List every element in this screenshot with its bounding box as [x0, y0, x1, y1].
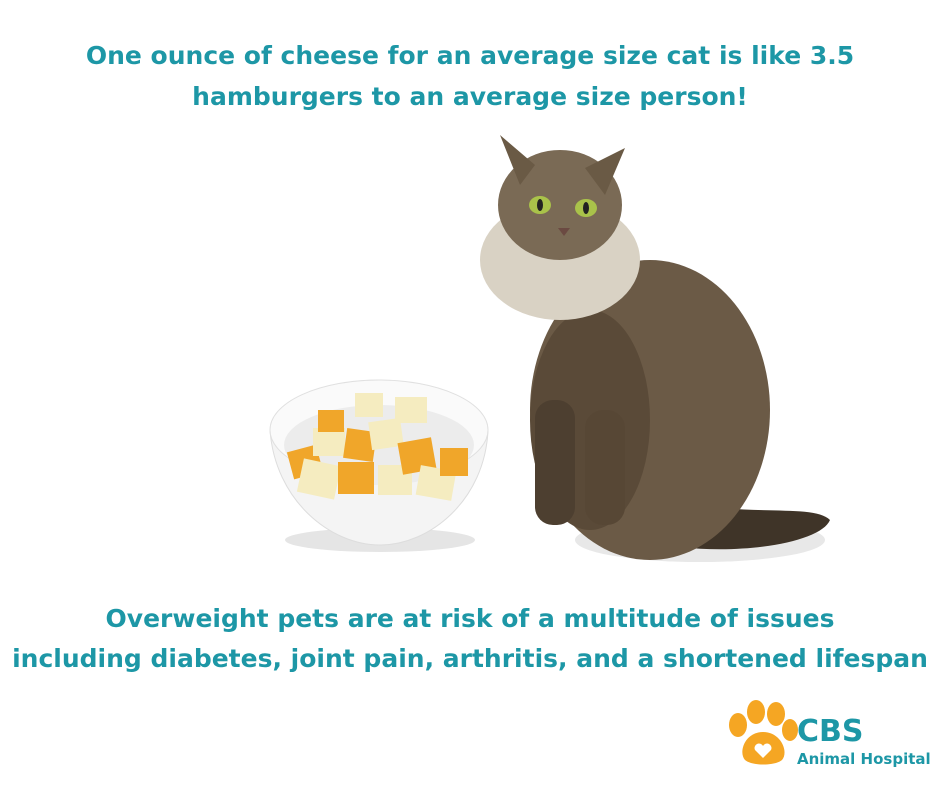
cheese-bowl [269, 379, 489, 552]
footer-line: including diabetes, joint pain, arthriti… [12, 644, 928, 673]
cat-illustration [480, 135, 830, 562]
headline-line: hamburgers to an average size person! [192, 82, 748, 111]
logo-name: CBS [797, 714, 864, 749]
logo-paw [729, 700, 798, 765]
footer-line: Overweight pets are at risk of a multitu… [106, 604, 835, 633]
headline-line: One ounce of cheese for an average size … [86, 41, 854, 70]
logo-subtitle: Animal Hospital [797, 750, 931, 768]
